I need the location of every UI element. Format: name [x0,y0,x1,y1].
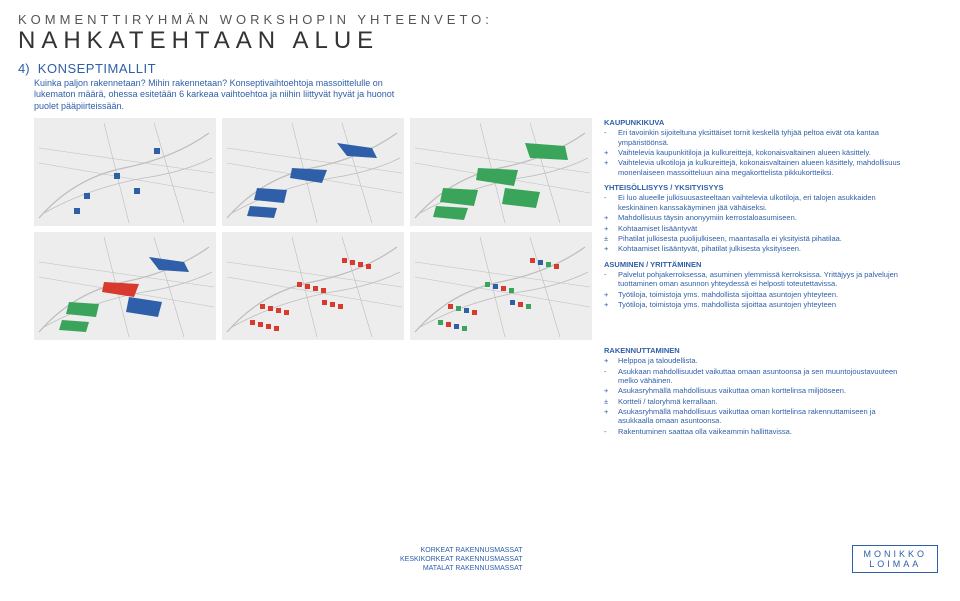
list-item: +Työtiloja, toimistoja yms. mahdollista … [604,300,912,309]
list-item: +Helppoa ja taloudellista. [604,356,912,365]
list-item: +Asukasryhmällä mahdollisuus vaikuttaa o… [604,386,912,395]
section-intro: Kuinka paljon rakennetaan? Mihin rakenne… [0,76,430,112]
item-text: Vaihtelevia ulkotiloja ja kulkureittejä,… [618,158,912,177]
list-item: +Kohtaamiset lisääntyvät, pihatilat julk… [604,244,912,253]
legend-item: KESKIKORKEAT RAKENNUSMASSAT [400,555,523,564]
item-sign: + [604,158,618,177]
legend: KORKEAT RAKENNUSMASSAT KESKIKORKEAT RAKE… [400,546,523,573]
item-text: Vaihtelevia kaupunkitiloja ja kulkureitt… [618,148,912,157]
item-sign: - [604,427,618,436]
logo-box: MONIKKO LOIMAA [852,545,938,573]
map-thumbnail [34,232,216,340]
list-item: -Ei luo alueelle julkisuusasteeltaan vai… [604,193,912,212]
item-text: Asukkaan mahdollisuudet vaikuttaa omaan … [618,367,912,386]
map-thumbnail [410,118,592,226]
page-header: KOMMENTTIRYHMÄN WORKSHOPIN YHTEENVETO: N… [0,0,960,59]
item-text: Työtiloja, toimistoja yms. mahdollista s… [618,300,912,309]
list-item: +Asukasryhmällä mahdollisuus vaikuttaa o… [604,407,912,426]
item-sign: + [604,386,618,395]
item-sign: + [604,407,618,426]
item-text: Palvelut pohjakerroksessa, asuminen ylem… [618,270,912,289]
item-text: Ei luo alueelle julkisuusasteeltaan vaih… [618,193,912,212]
item-text: Asukasryhmällä mahdollisuus vaikuttaa om… [618,386,912,395]
item-text: Kohtaamiset lisääntyvät, pihatilat julki… [618,244,912,253]
item-text: Eri tavoinkin sijoiteltuna yksittäiset t… [618,128,912,147]
lower-row: RAKENNUTTAMINEN+Helppoa ja taloudellista… [0,340,960,436]
text-column-upper: KAUPUNKIKUVA-Eri tavoinkin sijoiteltuna … [600,118,930,340]
item-sign: + [604,290,618,299]
block-title: KAUPUNKIKUVA [604,118,912,127]
section-title: KONSEPTIMALLIT [38,61,156,76]
item-text: Kohtaamiset lisääntyvät [618,224,912,233]
list-item: -Asukkaan mahdollisuudet vaikuttaa omaan… [604,367,912,386]
header-title: NAHKATEHTAAN ALUE [18,27,942,55]
list-item: ±Kortteli / taloryhmä kerrallaan. [604,397,912,406]
item-sign: + [604,148,618,157]
list-item: +Työtiloja, toimistoja yms. mahdollista … [604,290,912,299]
item-sign: - [604,367,618,386]
item-sign: - [604,128,618,147]
item-sign: + [604,356,618,365]
list-item: -Eri tavoinkin sijoiteltuna yksittäiset … [604,128,912,147]
item-sign: ± [604,234,618,243]
map-thumbnail [222,232,404,340]
block-title: YHTEISÖLLISYYS / YKSITYISYYS [604,183,912,192]
list-item: -Palvelut pohjakerroksessa, asuminen yle… [604,270,912,289]
logo-line2: LOIMAA [863,559,927,569]
item-sign: - [604,193,618,212]
item-text: Työtiloja, toimistoja yms. mahdollista s… [618,290,912,299]
item-sign: + [604,244,618,253]
legend-item: MATALAT RAKENNUSMASSAT [400,564,523,573]
item-text: Pihatilat julkisesta puolijulkiseen, maa… [618,234,912,243]
block-title: ASUMINEN / YRITTÄMINEN [604,260,912,269]
header-subtitle: KOMMENTTIRYHMÄN WORKSHOPIN YHTEENVETO: [18,12,942,27]
item-sign: - [604,270,618,289]
item-text: Kortteli / taloryhmä kerrallaan. [618,397,912,406]
map-thumbnail [410,232,592,340]
main-content: KAUPUNKIKUVA-Eri tavoinkin sijoiteltuna … [0,112,960,340]
item-text: Asukasryhmällä mahdollisuus vaikuttaa om… [618,407,912,426]
list-item: +Vaihtelevia ulkotiloja ja kulkureittejä… [604,158,912,177]
item-sign: + [604,213,618,222]
item-sign: ± [604,397,618,406]
maps-grid [0,118,600,340]
item-text: Helppoa ja taloudellista. [618,356,912,365]
list-item: +Mahdollisuus täysin anonyymiin kerrosta… [604,213,912,222]
logo-line1: MONIKKO [863,549,927,559]
legend-item: KORKEAT RAKENNUSMASSAT [400,546,523,555]
item-sign: + [604,300,618,309]
list-item: +Kohtaamiset lisääntyvät [604,224,912,233]
list-item: +Vaihtelevia kaupunkitiloja ja kulkureit… [604,148,912,157]
section-number: 4) [18,61,30,76]
text-column-lower: RAKENNUTTAMINEN+Helppoa ja taloudellista… [600,346,930,436]
section-heading: 4) KONSEPTIMALLIT [0,59,960,76]
map-thumbnail [34,118,216,226]
list-item: ±Pihatilat julkisesta puolijulkiseen, ma… [604,234,912,243]
map-thumbnail [222,118,404,226]
list-item: -Rakentuminen saattaa olla vaikeammin ha… [604,427,912,436]
block-title: RAKENNUTTAMINEN [604,346,912,355]
item-text: Rakentuminen saattaa olla vaikeammin hal… [618,427,912,436]
item-text: Mahdollisuus täysin anonyymiin kerrostal… [618,213,912,222]
item-sign: + [604,224,618,233]
